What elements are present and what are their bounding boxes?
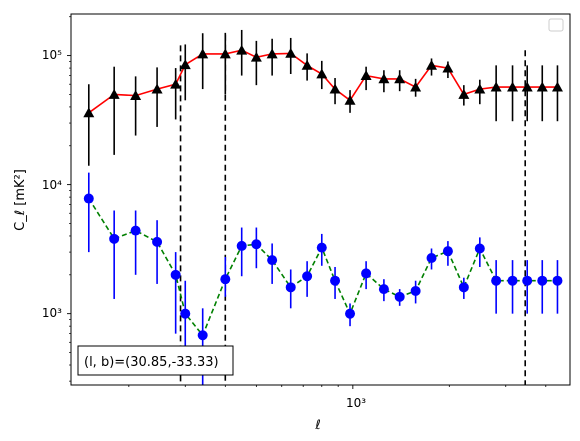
plot-area	[71, 14, 570, 385]
data-point-triangle	[130, 90, 142, 100]
data-point-circle	[426, 252, 437, 263]
data-point-circle	[302, 271, 313, 282]
data-point-triangle	[108, 88, 120, 99]
data-point-triangle	[394, 73, 406, 84]
data-point-circle	[180, 308, 191, 319]
data-point-circle	[491, 275, 502, 286]
data-point-circle	[220, 274, 231, 285]
plot-frame	[70, 13, 571, 386]
data-point-circle	[458, 282, 469, 293]
data-point-triangle	[521, 81, 533, 92]
data-point-triangle	[151, 83, 163, 94]
data-point-circle	[316, 242, 327, 253]
series-group	[83, 172, 563, 385]
x-tick-label: 10³	[346, 396, 366, 410]
annotation-frame	[77, 345, 234, 376]
data-point-circle	[552, 275, 563, 286]
data-point-circle	[236, 240, 247, 251]
y-axis-label: C_ℓ [mK²]	[13, 169, 28, 231]
data-point-triangle	[426, 59, 438, 70]
data-point-triangle	[301, 59, 313, 70]
data-point-circle	[474, 243, 485, 254]
annotation-box: (l, b)=(30.85,-33.33)	[77, 345, 234, 376]
series-group	[83, 29, 563, 166]
series-layer	[83, 29, 563, 385]
data-point-circle	[267, 255, 278, 266]
data-point-circle	[152, 236, 163, 247]
data-point-circle	[361, 268, 372, 279]
vertical-lines-layer	[179, 34, 527, 385]
data-point-circle	[522, 275, 533, 286]
data-point-circle	[285, 282, 296, 293]
data-point-circle	[197, 330, 208, 341]
x-axis-label: ℓ	[314, 418, 320, 433]
data-point-circle	[251, 239, 262, 250]
data-point-triangle	[250, 51, 262, 62]
annotation-text: (l, b)=(30.85,-33.33)	[84, 355, 219, 370]
data-point-triangle	[170, 78, 182, 89]
y-tick-label: 10⁴	[42, 178, 62, 192]
data-point-triangle	[179, 59, 191, 70]
data-point-circle	[537, 275, 548, 286]
data-point-triangle	[344, 94, 356, 105]
data-point-circle	[507, 275, 518, 286]
data-point-circle	[130, 225, 141, 236]
legend-box	[548, 18, 564, 32]
data-point-triangle	[266, 48, 278, 59]
data-point-circle	[345, 308, 356, 319]
data-point-circle	[330, 275, 341, 286]
data-point-circle	[109, 233, 120, 244]
data-point-triangle	[329, 83, 341, 94]
data-point-triangle	[551, 81, 563, 92]
data-point-triangle	[197, 48, 209, 59]
data-point-triangle	[360, 70, 372, 80]
data-point-triangle	[378, 73, 390, 84]
data-point-triangle	[219, 48, 231, 59]
data-point-triangle	[507, 81, 519, 92]
y-tick-label: 10³	[42, 306, 62, 320]
data-point-triangle	[285, 47, 297, 58]
data-point-triangle	[536, 81, 548, 92]
data-point-triangle	[316, 68, 328, 79]
data-point-triangle	[474, 83, 486, 94]
data-point-triangle	[410, 81, 422, 92]
data-point-triangle	[458, 88, 470, 99]
data-point-circle	[394, 291, 405, 302]
data-point-circle	[378, 284, 389, 295]
data-point-triangle	[490, 81, 502, 92]
data-point-circle	[170, 269, 181, 280]
legend	[548, 18, 564, 32]
data-point-circle	[410, 285, 421, 296]
data-point-circle	[83, 193, 94, 204]
data-point-triangle	[236, 44, 248, 55]
y-tick-label: 10⁵	[42, 48, 62, 62]
data-point-triangle	[83, 107, 95, 118]
data-point-circle	[442, 246, 453, 257]
data-point-triangle	[442, 62, 454, 73]
